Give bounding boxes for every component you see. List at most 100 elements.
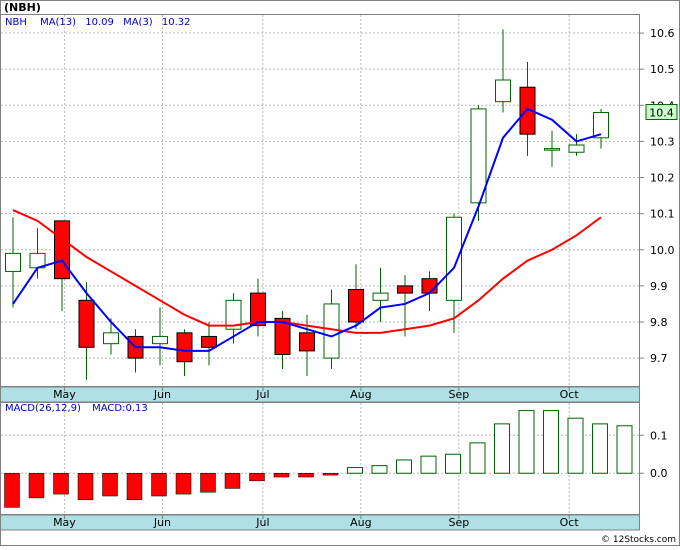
macd-bar-positive (543, 410, 559, 474)
ma13-line (12, 209, 602, 334)
candle-body-up (372, 292, 389, 301)
price-x-tick-label: Jun (153, 388, 171, 401)
macd-legend-value: MACD:0.13 (92, 403, 148, 414)
candle-body-up (470, 108, 487, 204)
macd-bar-positive (396, 459, 412, 474)
macd-bar-positive (371, 465, 388, 474)
macd-bar-positive (347, 467, 363, 474)
macd-bar-negative (200, 472, 216, 493)
macd-bar-negative (175, 472, 192, 495)
legend-ma3-label: MA(3) (123, 17, 153, 28)
macd-x-axis-band (0, 514, 640, 531)
moving-average-lines (12, 107, 602, 352)
macd-bar-negative (273, 472, 290, 478)
candle (5, 217, 21, 308)
macd-bar-positive (592, 423, 608, 474)
candle (152, 307, 168, 366)
macd-bar-positive (494, 423, 510, 474)
macd-bar-positive (445, 453, 461, 474)
macd-bar-negative (249, 472, 265, 482)
chart-title: (NBH) (4, 1, 41, 14)
price-y-tick-label: 9.9 (650, 280, 668, 293)
candle (397, 275, 413, 337)
candle-body-up (152, 335, 168, 345)
price-x-axis-band (0, 386, 640, 403)
candle-body-down (250, 292, 266, 327)
candle-body-down (421, 278, 438, 294)
candle (250, 278, 266, 337)
candle (544, 130, 560, 167)
price-x-tick-label: May (53, 388, 76, 401)
candle-body-down (201, 335, 217, 348)
legend-ma3-value: 10.32 (162, 17, 191, 28)
macd-x-tick-label: Jun (153, 516, 171, 529)
macd-bar-positive (616, 425, 633, 474)
candle (201, 321, 217, 366)
legend-ma13-value: 10.09 (85, 17, 114, 28)
price-y-axis: 9.7 9.8 9.9 10.0 10.1 10.2 10.3 10.4 10.5 10.6 (640, 27, 675, 365)
legend-symbol: NBH (5, 17, 27, 28)
macd-x-tick-label: Aug (350, 516, 371, 529)
macd-bar-negative (126, 472, 143, 501)
price-y-tick-label: 10.0 (650, 244, 675, 257)
candle-body-up (446, 216, 462, 301)
macd-bar-positive (469, 442, 486, 474)
price-x-tick-label: Sep (449, 388, 470, 401)
candle-body-down (54, 220, 70, 280)
candle-body-down (274, 317, 291, 355)
last-price-tag-value: 10.4 (649, 107, 674, 120)
candle-body-down (299, 332, 315, 352)
macd-x-axis: May Jun Jul Aug Sep Oct (53, 515, 579, 529)
candle (593, 108, 609, 149)
macd-bar-negative (53, 472, 69, 495)
macd-x-tick-label: Oct (560, 516, 580, 529)
price-gridlines (1, 15, 640, 387)
candle (446, 213, 462, 333)
candle (495, 29, 511, 113)
macd-bar-negative (298, 472, 314, 478)
candle (568, 134, 585, 156)
candle (470, 105, 487, 221)
candle-body-down (397, 285, 413, 294)
macd-y-tick-label: 0.1 (650, 429, 668, 442)
macd-bar-negative (224, 472, 241, 489)
macd-bar-negative (322, 472, 339, 476)
macd-bar-positive (420, 455, 437, 474)
price-y-tick-label: 9.7 (650, 352, 668, 365)
candle-body-up (103, 332, 119, 345)
candle-body-down (519, 86, 536, 135)
candle (225, 293, 242, 344)
macd-x-tick-label: Jul (255, 516, 269, 529)
candle-body-up (593, 112, 609, 139)
macd-y-tick-label: 0.0 (650, 467, 668, 480)
macd-legend-label: MACD(26,12,9) (5, 403, 81, 414)
macd-y-axis: 0.1 0.0 (640, 429, 668, 480)
candle-body-down (348, 288, 364, 323)
macd-bar-negative (77, 472, 94, 501)
macd-x-tick-label: May (53, 516, 76, 529)
price-y-tick-label: 10.1 (650, 208, 675, 221)
price-y-tick-label: 10.2 (650, 172, 675, 185)
price-x-tick-label: Aug (350, 388, 371, 401)
candle-body-up (495, 79, 511, 103)
candle-body-up (323, 303, 340, 359)
macd-bar-negative (102, 472, 118, 497)
macd-bar-negative (4, 472, 20, 508)
candle-body-up (568, 144, 585, 153)
candle (274, 311, 291, 369)
ma3-line (12, 107, 602, 352)
macd-bar-negative (151, 472, 167, 497)
price-y-tick-label: 10.5 (650, 63, 675, 76)
price-y-tick-label: 9.8 (650, 316, 668, 329)
candle (78, 282, 95, 380)
price-y-tick-label: 10.3 (650, 135, 675, 148)
candle (372, 267, 389, 322)
macd-legend: MACD(26,12,9) MACD:0.13 (5, 403, 148, 414)
price-x-axis: May Jun Jul Aug Sep Oct (53, 387, 579, 401)
candle-body-up (544, 148, 560, 151)
last-price-tag: 10.4 (645, 104, 678, 121)
candle-body-down (176, 332, 193, 363)
candle-body-down (78, 299, 95, 348)
